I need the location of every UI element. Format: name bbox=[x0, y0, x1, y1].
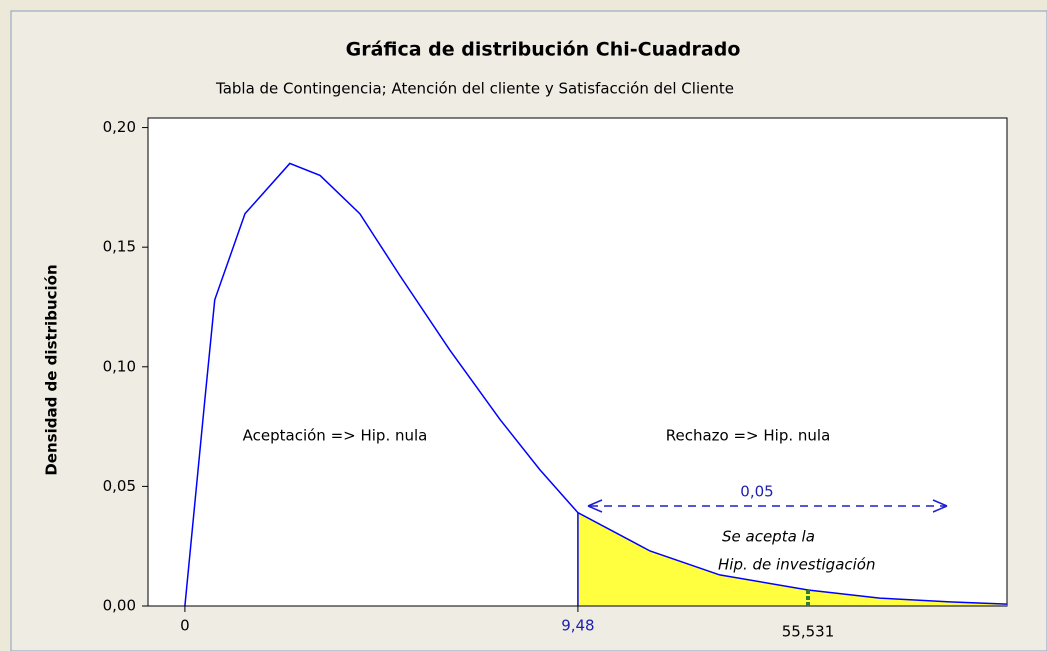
annotation: Se acepta la bbox=[722, 528, 815, 546]
y-tick-label: 0,15 bbox=[103, 238, 136, 256]
arrow-head-right bbox=[932, 499, 948, 513]
x-tick-label: 9,48 bbox=[561, 617, 594, 635]
annotation: Hip. de investigación bbox=[718, 556, 875, 574]
y-tick-label: 0,05 bbox=[103, 477, 136, 495]
y-tick-label: 0,00 bbox=[103, 597, 136, 615]
annotation: 55,531 bbox=[782, 623, 835, 641]
y-axis-label: Densidad de distribución bbox=[43, 264, 61, 475]
chart-title: Gráfica de distribución Chi-Cuadrado bbox=[346, 39, 741, 61]
y-tick-label: 0,10 bbox=[103, 357, 136, 375]
density-curve bbox=[184, 162, 1008, 607]
chart-subtitle: Tabla de Contingencia; Atención del clie… bbox=[215, 80, 734, 98]
annotation: Aceptación => Hip. nula bbox=[243, 427, 428, 445]
arrow-head-left bbox=[587, 499, 603, 513]
rejection-area bbox=[577, 512, 1007, 606]
annotation: Rechazo => Hip. nula bbox=[666, 427, 831, 445]
annotation: 0,05 bbox=[740, 483, 773, 501]
x-tick-label: 0 bbox=[180, 617, 190, 635]
y-tick-label: 0,20 bbox=[103, 118, 136, 136]
